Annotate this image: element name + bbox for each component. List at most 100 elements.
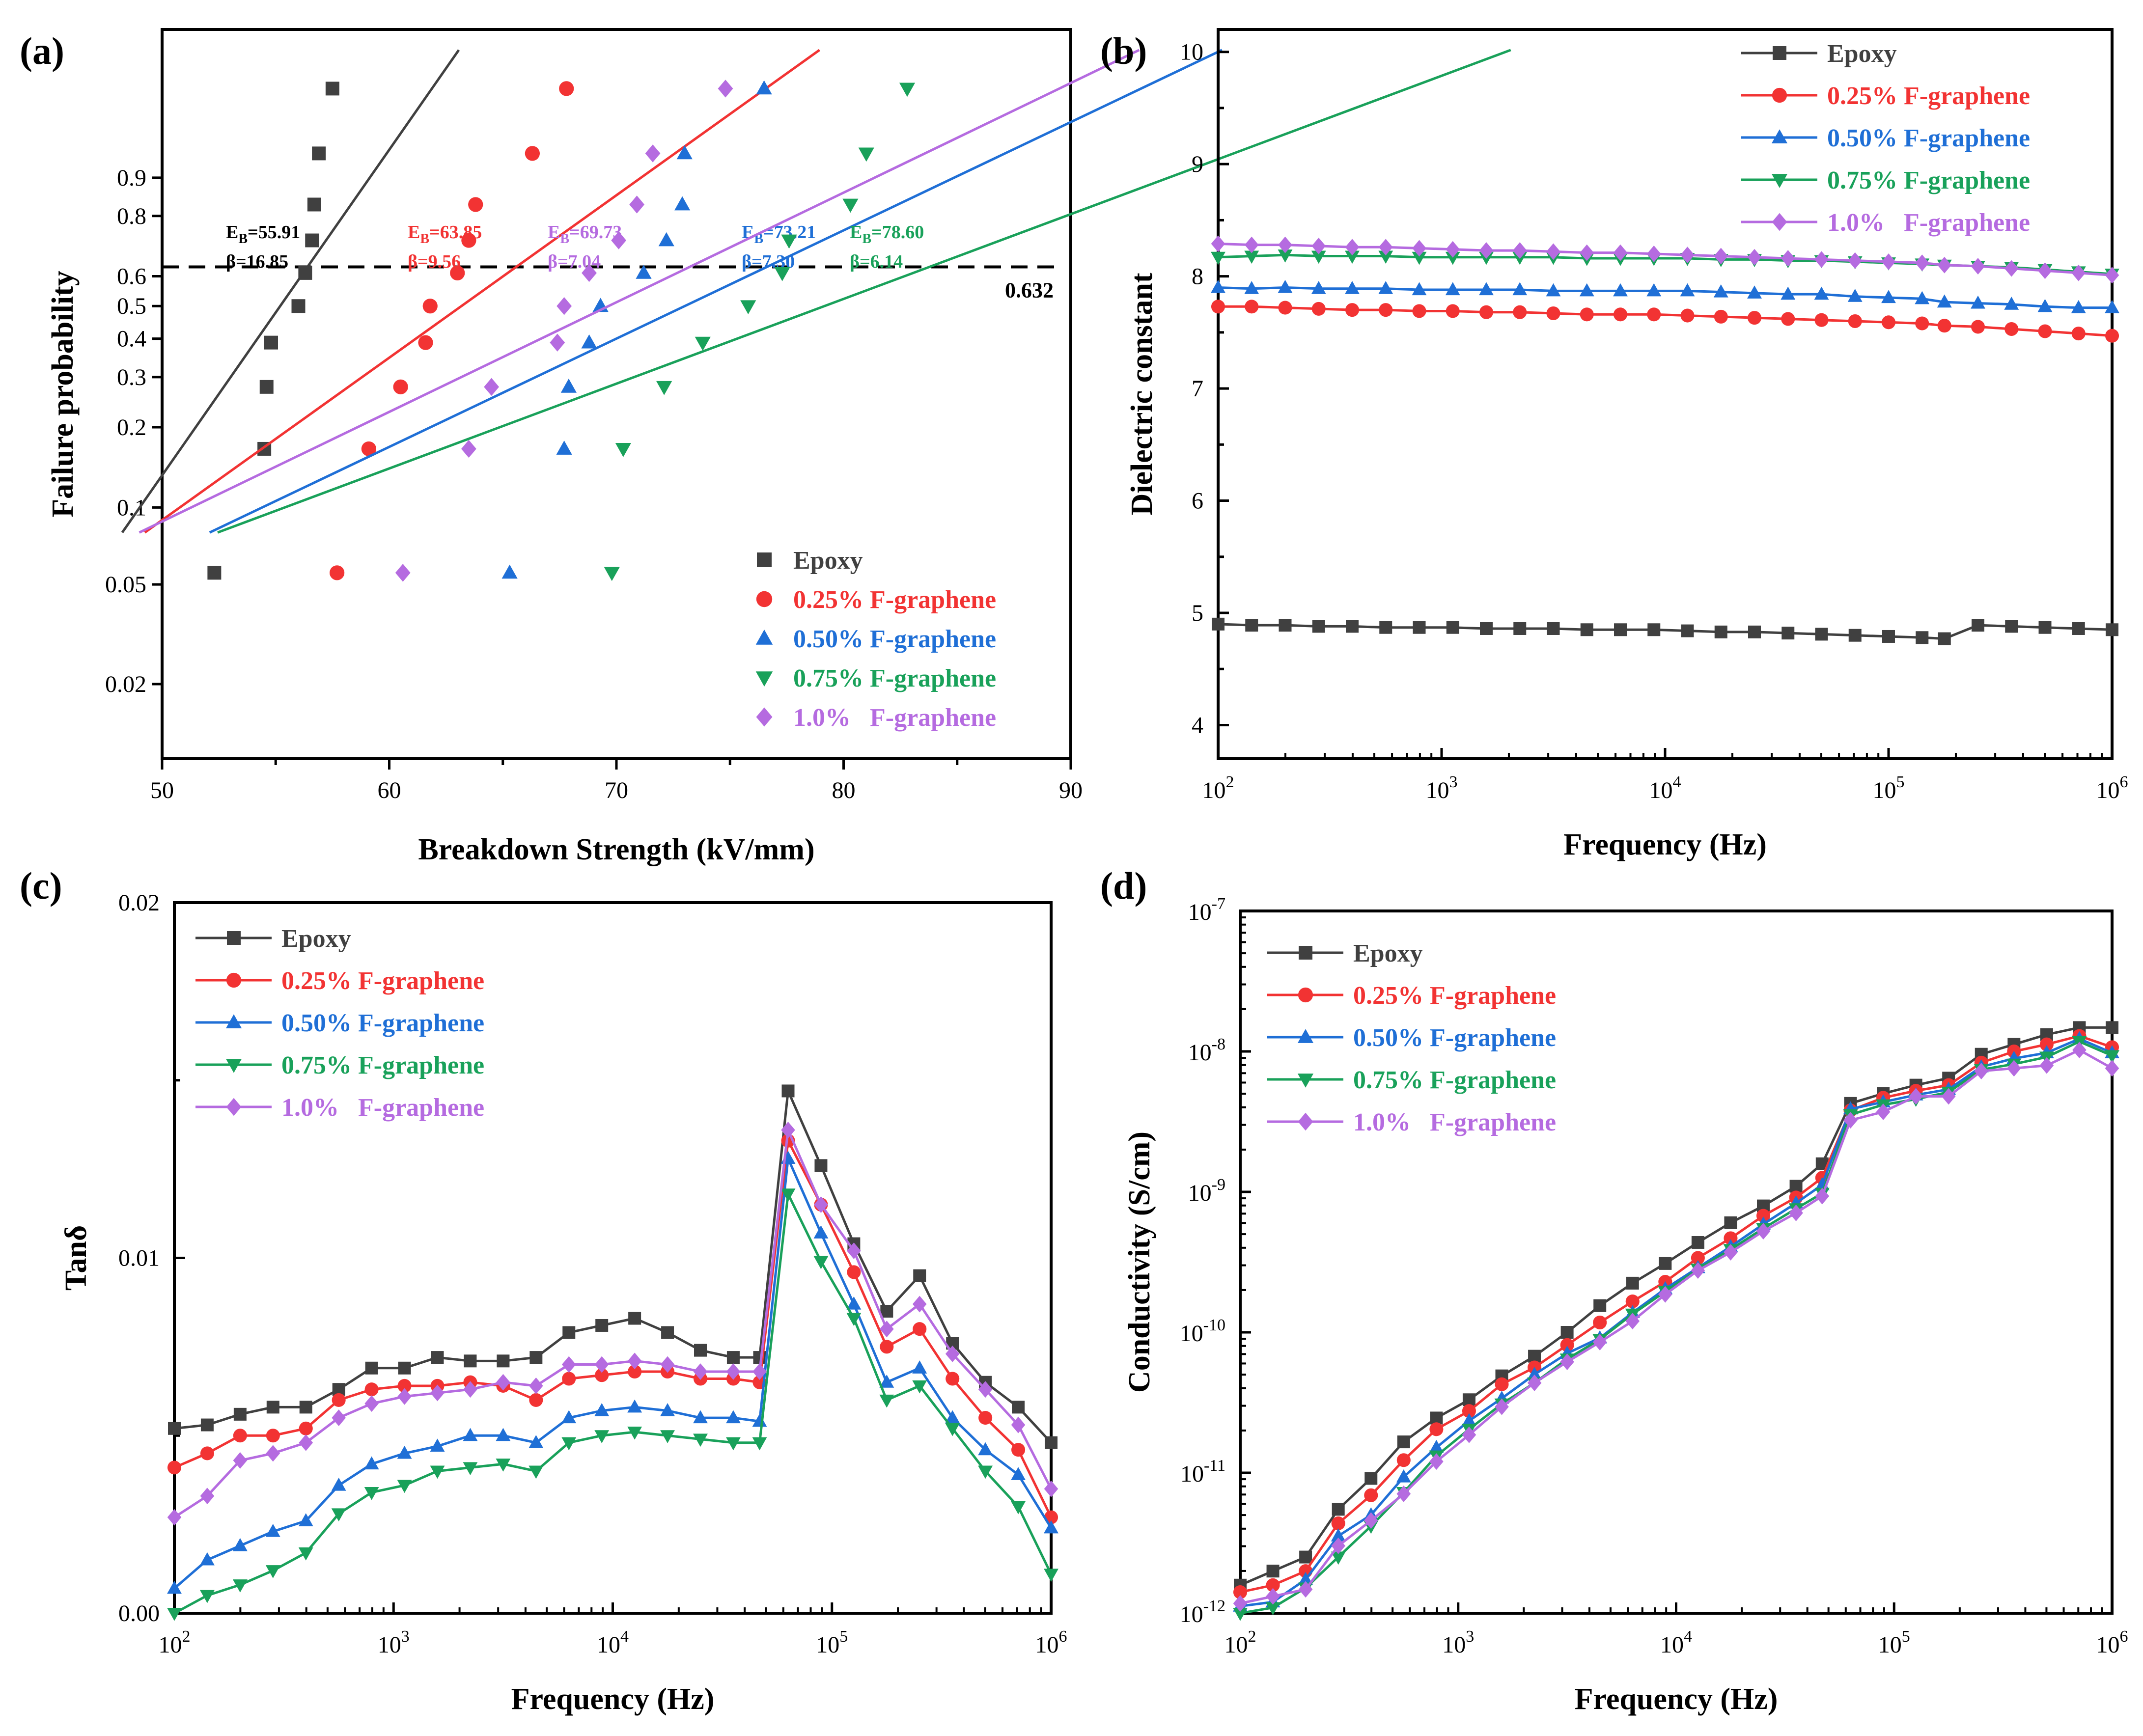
data-point	[1724, 1231, 1738, 1245]
data-point	[1446, 304, 1460, 318]
data-point	[2004, 322, 2019, 336]
data-point	[2105, 329, 2119, 343]
data-point	[1646, 246, 1661, 262]
data-point	[1528, 1350, 1541, 1363]
data-point	[266, 1429, 280, 1443]
legend-label: 0.50% F-graphene	[793, 625, 996, 653]
eb-annotation: EB=63.85	[408, 222, 482, 247]
data-point	[1311, 281, 1326, 294]
data-point	[1843, 1112, 1858, 1129]
y-tick-label-a: 0.9	[117, 165, 146, 191]
data-point	[1593, 1299, 1607, 1312]
data-point	[1560, 1353, 1574, 1370]
data-point	[1937, 294, 1952, 308]
legend-marker	[226, 1098, 242, 1116]
beta-annotation: β=6.14	[850, 251, 903, 272]
data-point	[725, 1410, 741, 1424]
data-point	[740, 300, 756, 315]
data-point	[199, 1590, 215, 1603]
data-point	[1789, 1180, 1803, 1193]
series-line	[174, 1089, 1052, 1444]
data-point	[1445, 251, 1460, 265]
data-point	[879, 1394, 894, 1408]
data-point	[1396, 1469, 1411, 1483]
legend-marker	[225, 1014, 242, 1028]
series-line	[1240, 1035, 2113, 1594]
data-point	[1345, 250, 1360, 264]
panel-label-a: (a)	[20, 29, 64, 72]
data-point	[1937, 319, 1951, 333]
data-point	[1412, 251, 1427, 265]
data-point	[464, 1354, 477, 1368]
data-point	[913, 1322, 927, 1336]
beta-annotation: β=9.56	[408, 251, 461, 272]
data-point	[1397, 1435, 1410, 1449]
y-tick-label-b: 5	[1192, 600, 1203, 626]
data-point	[1211, 251, 1225, 265]
legend-label: 0.50% F-graphene	[281, 1009, 484, 1037]
data-point	[611, 231, 627, 249]
data-point	[167, 1607, 182, 1621]
data-point	[912, 1360, 927, 1374]
y-tick-label-a: 0.1	[117, 495, 146, 521]
data-point	[331, 1508, 346, 1522]
data-point	[332, 1393, 346, 1407]
data-point	[1412, 240, 1426, 257]
data-point	[291, 299, 306, 313]
y-tick-label-b: 9	[1192, 151, 1203, 177]
data-point	[1211, 300, 1225, 314]
panel-label-d: (d)	[1100, 864, 1147, 907]
panel-label-b: (b)	[1100, 29, 1147, 72]
data-point	[395, 564, 411, 582]
legend-marker	[226, 972, 242, 988]
y-tick-label-b: 10	[1180, 39, 1203, 65]
data-point	[1513, 622, 1527, 635]
y-tick-label-d: 10-10	[1180, 1316, 1225, 1347]
data-point	[1346, 620, 1359, 633]
reference-line-label: 0.632	[1005, 278, 1054, 302]
data-point	[1625, 1295, 1640, 1309]
data-point	[1332, 1503, 1345, 1516]
data-point	[529, 1393, 543, 1407]
data-point	[846, 1313, 862, 1326]
data-point	[695, 336, 711, 351]
data-point	[1647, 307, 1661, 322]
data-point	[1938, 632, 1951, 645]
legend-marker	[1772, 213, 1787, 231]
y-tick-label-c: 0.01	[118, 1245, 160, 1271]
data-point	[2106, 623, 2118, 636]
data-point	[1814, 286, 1829, 300]
data-point	[1659, 1257, 1672, 1270]
data-point	[233, 1452, 248, 1469]
data-point	[266, 1445, 280, 1462]
data-point	[1972, 619, 1984, 632]
data-point	[2039, 1037, 2054, 1051]
data-point	[1580, 244, 1594, 261]
data-point	[305, 233, 319, 248]
data-point	[1647, 623, 1661, 636]
x-tick-label-c: 102	[159, 1627, 191, 1658]
data-point	[1937, 256, 1952, 274]
data-point	[468, 197, 483, 212]
beta-annotation: β=7.04	[548, 251, 601, 272]
data-point	[946, 1372, 960, 1386]
y-tick-label-a: 0.02	[105, 671, 146, 697]
fit-line	[139, 49, 1140, 534]
panel-label-c: (c)	[20, 864, 62, 907]
data-point	[1882, 630, 1895, 643]
data-point	[1011, 1501, 1026, 1515]
data-point	[1396, 1486, 1411, 1502]
series-1-0pct-f-graphene: EB=69.73 β=7.04	[139, 49, 1140, 582]
data-point	[259, 380, 274, 394]
legend-label: 0.50% F-graphene	[1827, 124, 2030, 152]
data-point	[1378, 281, 1393, 294]
data-point	[1044, 1480, 1058, 1497]
data-point	[398, 1361, 411, 1375]
series-line	[1218, 305, 2113, 337]
legend-marker	[1298, 1112, 1313, 1131]
data-point	[1915, 254, 1929, 272]
data-point	[694, 1344, 707, 1357]
data-point	[298, 266, 312, 280]
data-point	[1278, 301, 1292, 315]
